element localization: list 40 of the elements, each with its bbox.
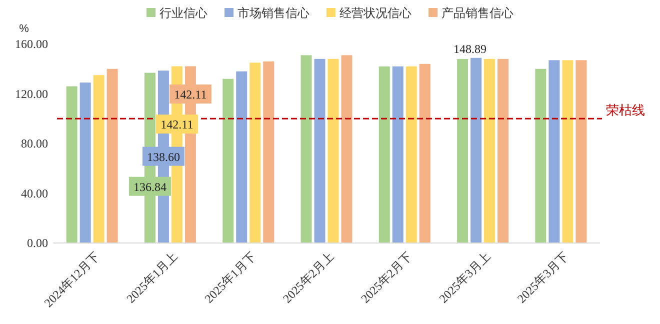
y-tick-label: 120.00 xyxy=(15,86,48,101)
bar xyxy=(222,78,234,243)
bar xyxy=(328,58,339,243)
bar xyxy=(392,66,404,243)
bar xyxy=(484,58,496,243)
bar xyxy=(314,58,326,243)
data-label: 138.60 xyxy=(146,150,180,164)
bar xyxy=(576,60,587,243)
legend-label: 产品销售信心 xyxy=(442,6,514,20)
bar xyxy=(548,60,560,243)
data-label: 142.11 xyxy=(160,118,194,132)
y-tick-label: 0.00 xyxy=(27,236,48,250)
bar xyxy=(378,66,390,243)
y-axis-title: % xyxy=(19,23,30,35)
bar xyxy=(93,75,104,243)
bar xyxy=(250,62,261,243)
bar xyxy=(236,71,248,243)
legend-label: 市场销售信心 xyxy=(238,6,310,20)
legend-label: 行业信心 xyxy=(160,6,208,20)
bar xyxy=(457,58,468,243)
bar xyxy=(341,55,352,243)
data-label: 142.11 xyxy=(174,88,207,102)
bar xyxy=(498,58,509,243)
y-tick-label: 160.00 xyxy=(15,37,48,51)
bar xyxy=(263,61,274,243)
y-tick-label: 80.00 xyxy=(21,136,48,150)
bar xyxy=(562,60,574,243)
ref-line-label: 荣枯线 xyxy=(606,102,645,118)
bar xyxy=(406,66,417,243)
bar xyxy=(419,64,430,243)
bar xyxy=(80,82,91,243)
y-tick-label: 40.00 xyxy=(21,186,48,200)
data-label: 136.84 xyxy=(133,180,166,194)
bar xyxy=(470,58,482,243)
data-label: 148.89 xyxy=(454,42,487,56)
bar xyxy=(66,86,78,243)
legend-label: 经营状况信心 xyxy=(340,6,412,20)
bar xyxy=(535,68,546,243)
bar xyxy=(106,68,118,243)
bar xyxy=(300,55,312,243)
